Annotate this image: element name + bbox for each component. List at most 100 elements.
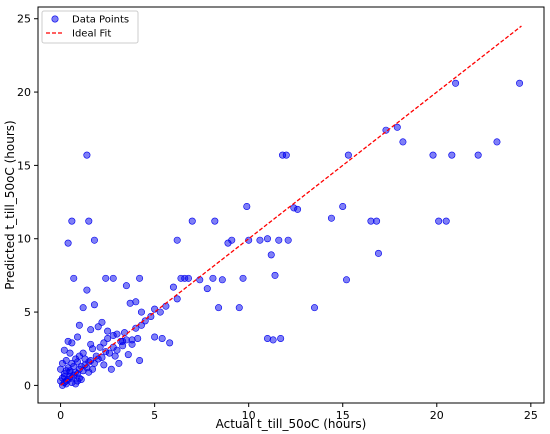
data-point [188,217,196,225]
legend-box [41,10,139,44]
data-point [474,151,482,159]
data-point [239,274,247,282]
data-point [218,276,226,284]
data-point [166,339,174,347]
data-point [311,304,319,312]
y-tick-label: 0 [24,379,31,392]
data-point [132,298,140,306]
data-point [136,356,144,364]
data-point [228,236,236,244]
x-tick-label: 20 [430,409,444,422]
data-point [89,365,97,373]
data-point [382,126,390,134]
y-tick-label: 15 [17,159,31,172]
data-point [169,283,177,291]
data-point [98,318,106,326]
data-point [235,304,243,312]
points-layer [57,79,524,389]
data-point [57,365,65,373]
data-point [374,249,382,257]
data-point [104,327,112,335]
data-point [342,276,350,284]
data-point [215,304,223,312]
data-point [105,349,113,357]
data-point [124,351,132,359]
data-point [90,301,98,309]
data-point [141,317,149,325]
x-tick-label: 15 [336,409,350,422]
data-point [66,367,74,375]
data-point [87,326,95,334]
data-point [74,333,82,341]
data-point [245,236,253,244]
data-point [399,138,407,146]
data-point [115,359,123,367]
x-tick-label: 5 [151,409,158,422]
data-point [70,362,78,370]
data-point [119,342,127,350]
data-point [263,235,271,243]
data-point [393,123,401,131]
legend: Data Points Ideal Fit [41,10,139,44]
data-point [442,217,450,225]
data-point [90,236,98,244]
data-point [339,202,347,210]
x-tick-label: 10 [242,409,256,422]
data-point [111,352,119,360]
data-point [87,340,95,348]
data-point [136,274,144,282]
y-tick-label: 20 [17,86,31,99]
data-point [79,304,87,312]
data-point [72,380,80,388]
data-point [85,217,93,225]
data-point [184,274,192,282]
data-point [147,312,155,320]
x-tick-label: 25 [524,409,538,422]
data-point [94,323,102,331]
data-point [113,346,121,354]
data-point [83,151,91,159]
data-point [77,376,85,384]
data-point [275,236,283,244]
data-point [64,337,72,345]
data-point [57,377,65,385]
data-point [128,336,136,344]
data-point [60,346,68,354]
data-point [132,324,140,332]
legend-label-data-points: Data Points [72,15,129,26]
plot-frame [37,6,545,404]
data-point [109,274,117,282]
data-point [100,339,108,347]
data-point [327,214,335,222]
data-point [122,282,130,290]
data-point [209,274,217,282]
data-point [62,356,70,364]
data-point [70,274,78,282]
data-point [452,79,460,87]
data-point [158,334,166,342]
data-point [68,217,76,225]
data-point [263,334,271,342]
data-point [75,321,83,329]
data-point [256,236,264,244]
data-point [137,308,145,316]
x-axis-ticks: 0 5 10 15 20 25 [57,403,538,422]
data-point [173,236,181,244]
data-point [81,355,89,363]
data-point [211,217,219,225]
y-axis-label: Predicted t_till_50oC (hours) [3,120,17,289]
data-point [493,138,501,146]
data-point [83,286,91,294]
ideal-fit-line [60,25,522,386]
y-tick-label: 10 [17,233,31,246]
legend-marker-data-points [51,15,59,23]
data-point [60,373,68,381]
x-tick-label: 0 [57,409,64,422]
data-point [203,285,211,293]
data-point [294,205,302,213]
fit-layer [60,25,522,386]
data-point [79,349,87,357]
data-point [64,239,72,247]
